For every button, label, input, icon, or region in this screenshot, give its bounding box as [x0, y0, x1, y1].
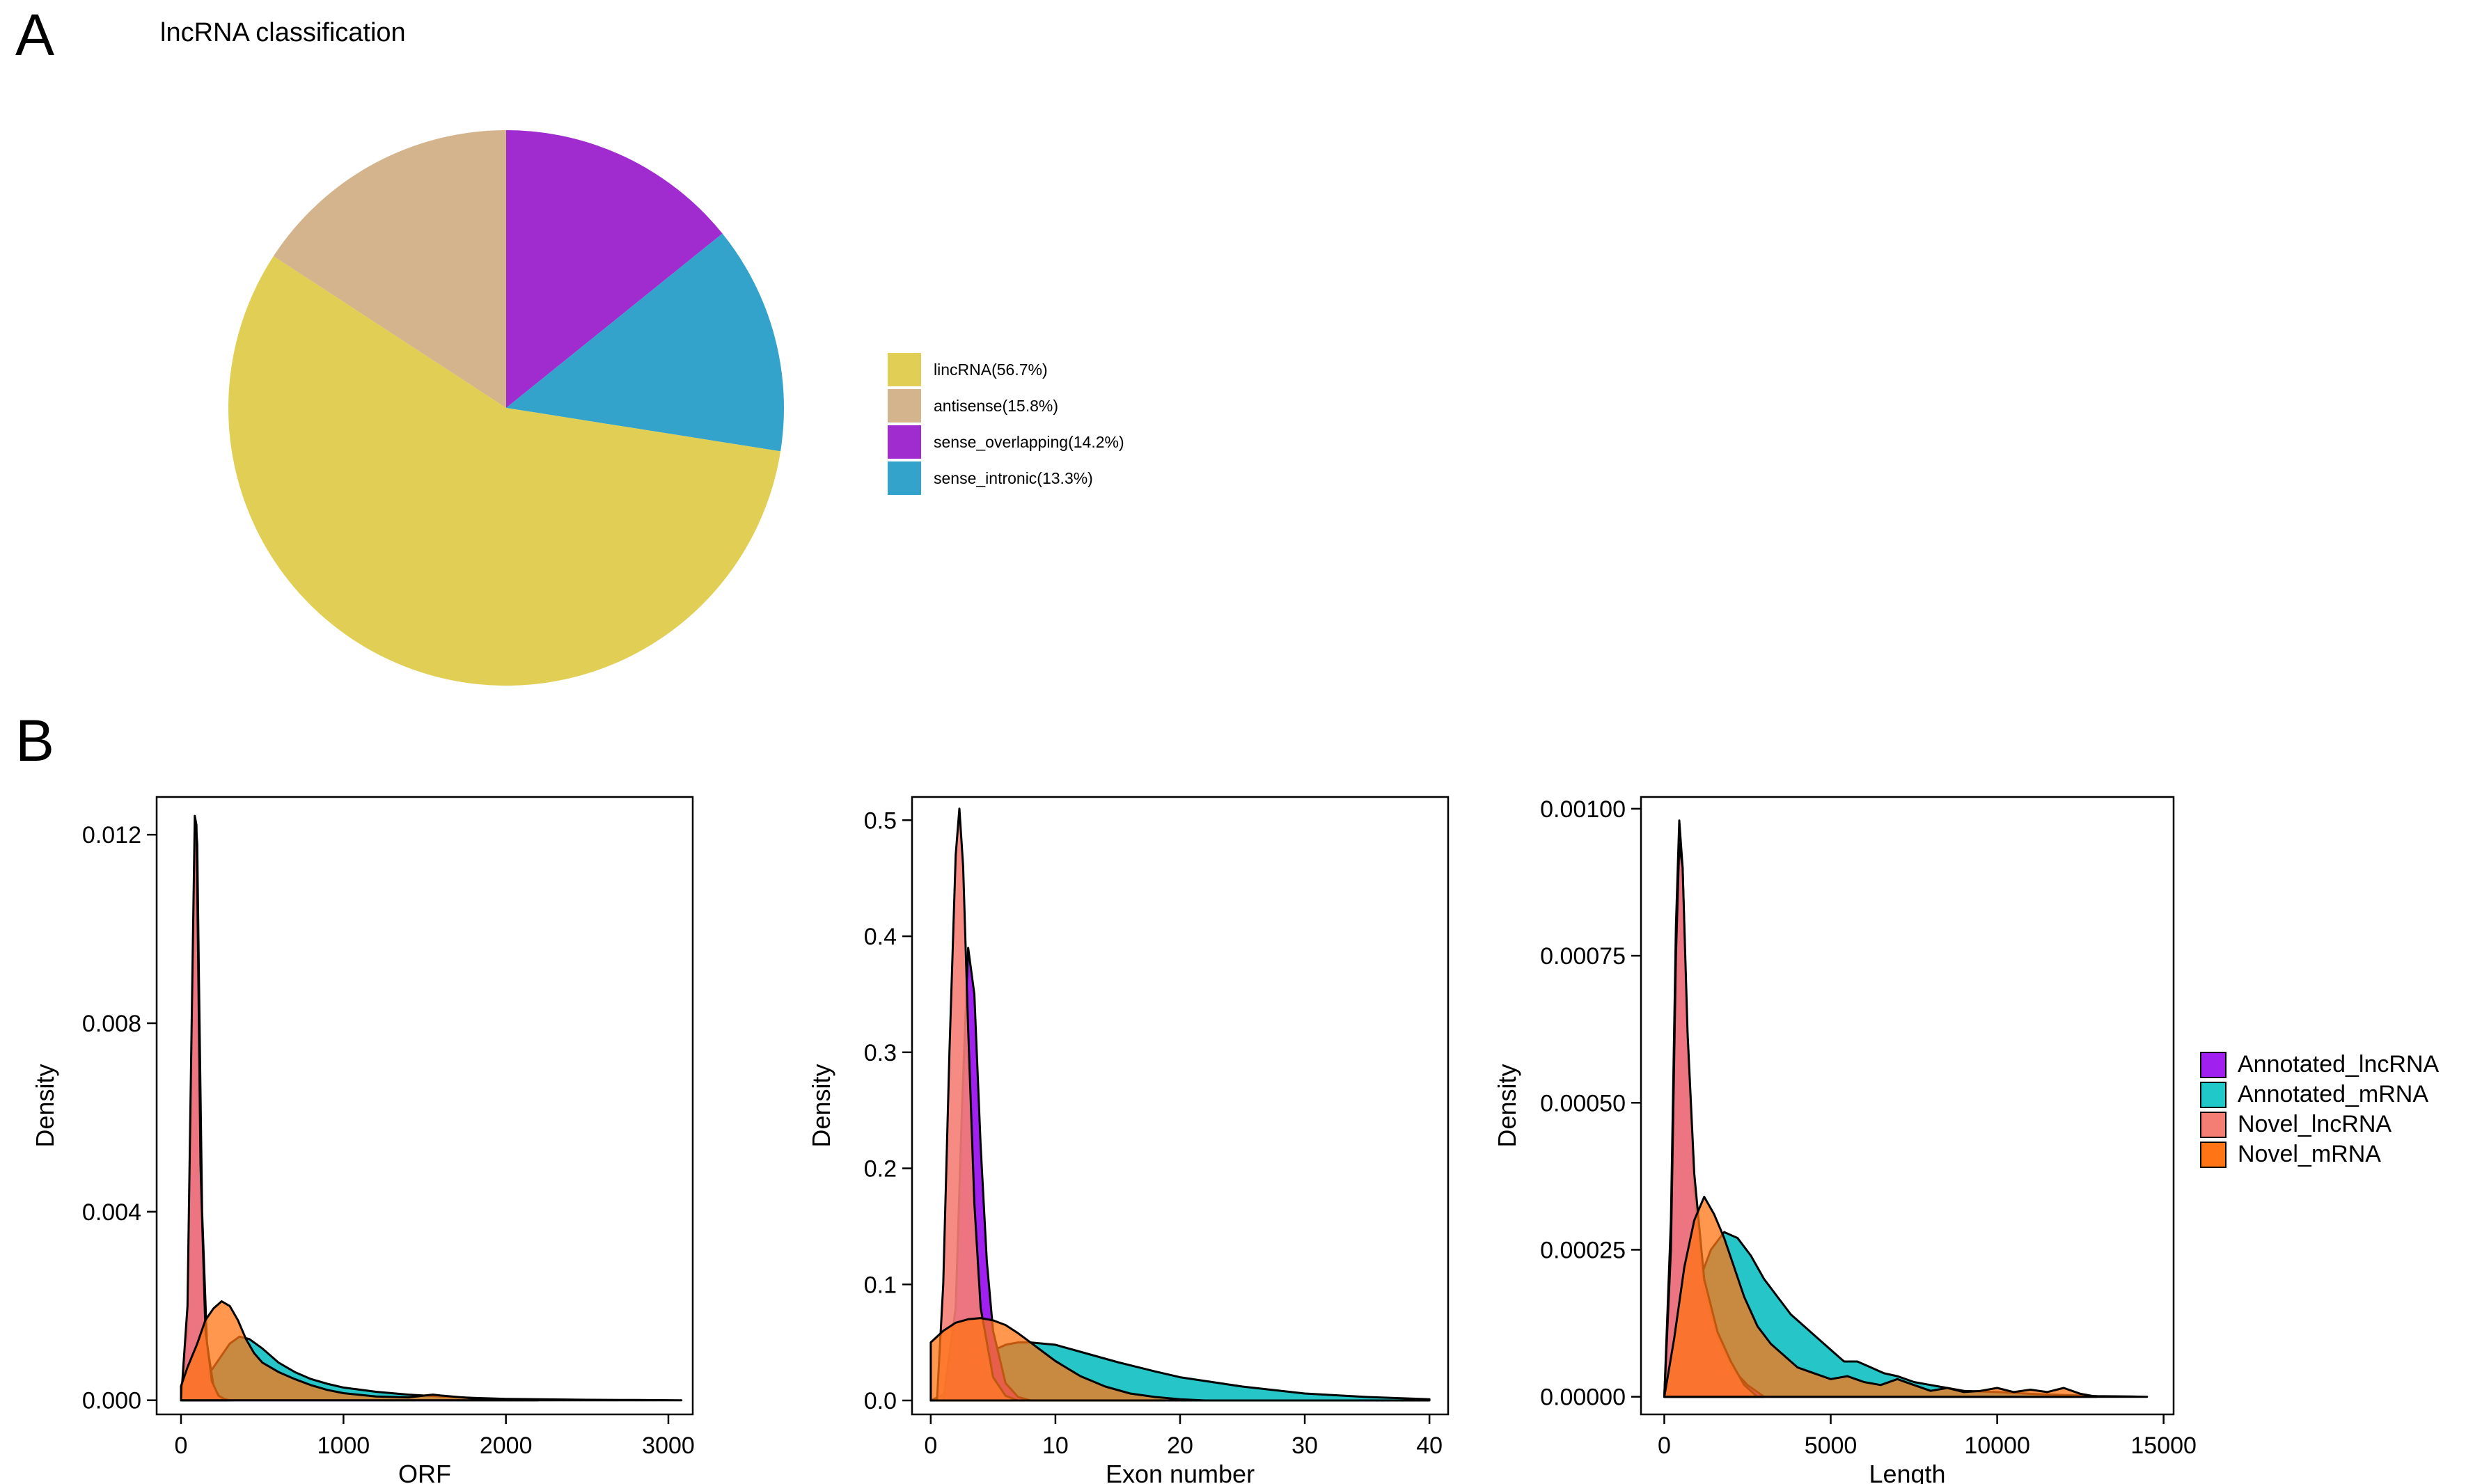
- density-area-annotated-lncrna: [1663, 819, 1766, 1398]
- panel-label-a: A: [15, 2, 55, 68]
- y-tick-label: 0.00000: [1540, 1384, 1626, 1411]
- pie-slice-lincRNA: [228, 255, 781, 686]
- x-tick-label: 10000: [1964, 1432, 2030, 1459]
- density-plot-exon: 0 10 20 30 40 0.0 0.1 0.2 0.3 0.4 0.5 Exon number De…: [807, 796, 1450, 1484]
- density-area-annotated-lncrna: [180, 819, 231, 1402]
- y-tick-label: 0.012: [82, 822, 141, 848]
- pie-legend-item: sense_intronic(13.3%): [888, 460, 1124, 496]
- density-legend-label: Novel_mRNA: [2238, 1141, 2381, 1167]
- x-tick-label: 2000: [480, 1432, 533, 1459]
- density-legend-label: Annotated_lncRNA: [2238, 1051, 2440, 1078]
- pie-slice-antisense: [273, 130, 506, 408]
- density-area-annotated-mrna: [1663, 1231, 2149, 1398]
- pie-legend-item: sense_overlapping(14.2%): [888, 424, 1124, 460]
- density-legend-item: Annotated_lncRNA: [2200, 1050, 2439, 1080]
- x-tick-label: 1000: [317, 1432, 370, 1459]
- pie-legend-swatch: [888, 389, 921, 423]
- y-tick-label: 0.3: [864, 1040, 897, 1066]
- pie-legend-swatch: [888, 353, 921, 386]
- density-area-annotated-lncrna: [942, 947, 1032, 1402]
- x-axis-label: Exon number: [1106, 1460, 1255, 1484]
- plot-frame: [911, 796, 1450, 1416]
- density-area-novel-lncrna: [1663, 843, 1759, 1398]
- y-tick-label: 0.000: [82, 1388, 141, 1414]
- y-tick-label: 0.0: [864, 1388, 897, 1414]
- y-tick-label: 0.00050: [1540, 1090, 1626, 1116]
- density-area-novel-mrna: [929, 1317, 1207, 1402]
- density-legend-swatch: [2200, 1081, 2227, 1108]
- density-area-novel-lncrna: [180, 814, 228, 1402]
- density-plot-orf: 0 1000 2000 3000 0.000 0.004 0.008 0.012 ORF Dens…: [31, 796, 695, 1484]
- pie-legend-swatch: [888, 425, 921, 459]
- density-legend-item: Novel_mRNA: [2200, 1139, 2439, 1169]
- y-tick-label: 0.00025: [1540, 1237, 1626, 1263]
- panel-label-b: B: [15, 708, 55, 773]
- pie-legend: lincRNA(56.7%) antisense(15.8%) sense_ov…: [888, 352, 1124, 496]
- density-plot-length: 0 5000 10000 15000 0.00000 0.00025 0.00050 0.00…: [1493, 796, 2197, 1484]
- y-tick-label: 0.008: [82, 1011, 141, 1037]
- density-legend-item: Novel_lncRNA: [2200, 1110, 2439, 1139]
- density-legend-swatch: [2200, 1141, 2227, 1168]
- pie-slice-sense-intronic: [506, 233, 785, 452]
- density-legend-label: Annotated_mRNA: [2238, 1081, 2429, 1107]
- pie-legend-item: lincRNA(56.7%): [888, 352, 1124, 388]
- density-legend-item: Annotated_mRNA: [2200, 1080, 2439, 1110]
- pie-legend-label: sense_intronic(13.3%): [934, 468, 1093, 487]
- x-tick-label: 0: [175, 1432, 188, 1459]
- x-tick-label: 3000: [642, 1432, 695, 1459]
- y-tick-label: 0.004: [82, 1199, 141, 1226]
- density-legend: Annotated_lncRNA Annotated_mRNA Novel_ln…: [2200, 1050, 2439, 1169]
- plot-frame: [1640, 796, 2175, 1416]
- x-tick-label: 20: [1167, 1432, 1193, 1459]
- density-area-novel-mrna: [1663, 1195, 2098, 1398]
- x-tick-label: 15000: [2130, 1432, 2197, 1459]
- y-tick-label: 0.1: [864, 1272, 897, 1298]
- y-tick-label: 0.5: [864, 807, 897, 834]
- density-area-novel-lncrna: [936, 807, 1019, 1402]
- x-tick-label: 10: [1042, 1432, 1069, 1459]
- density-area-novel-mrna: [180, 1300, 540, 1402]
- density-area-annotated-mrna: [180, 1335, 683, 1402]
- y-tick-label: 0.2: [864, 1156, 897, 1183]
- pie-slice-sense-overlapping: [506, 130, 723, 408]
- x-tick-label: 0: [924, 1432, 937, 1459]
- density-area-annotated-mrna: [929, 1341, 1431, 1402]
- pie-legend-label: sense_overlapping(14.2%): [934, 432, 1124, 451]
- density-legend-swatch: [2200, 1051, 2227, 1078]
- pie-chart: [228, 130, 785, 686]
- pie-legend-swatch: [888, 461, 921, 495]
- x-axis-label: ORF: [398, 1460, 451, 1484]
- pie-chart-title: lncRNA classification: [160, 18, 406, 47]
- pie-legend-label: antisense(15.8%): [934, 396, 1058, 415]
- y-tick-label: 0.00100: [1540, 796, 1626, 823]
- y-axis-label: Density: [1493, 1064, 1521, 1147]
- density-legend-swatch: [2200, 1111, 2227, 1138]
- pie-legend-label: lincRNA(56.7%): [934, 360, 1048, 379]
- y-axis-label: Density: [31, 1064, 59, 1147]
- y-tick-label: 0.4: [864, 924, 897, 950]
- y-tick-label: 0.00075: [1540, 943, 1626, 970]
- pie-legend-item: antisense(15.8%): [888, 388, 1124, 424]
- y-axis-label: Density: [807, 1064, 835, 1147]
- x-tick-label: 5000: [1805, 1432, 1858, 1459]
- x-axis-label: Length: [1869, 1460, 1945, 1484]
- plot-frame: [155, 796, 694, 1416]
- x-tick-label: 40: [1416, 1432, 1443, 1459]
- x-tick-label: 0: [1658, 1432, 1671, 1459]
- x-tick-label: 30: [1291, 1432, 1318, 1459]
- density-legend-label: Novel_lncRNA: [2238, 1111, 2392, 1137]
